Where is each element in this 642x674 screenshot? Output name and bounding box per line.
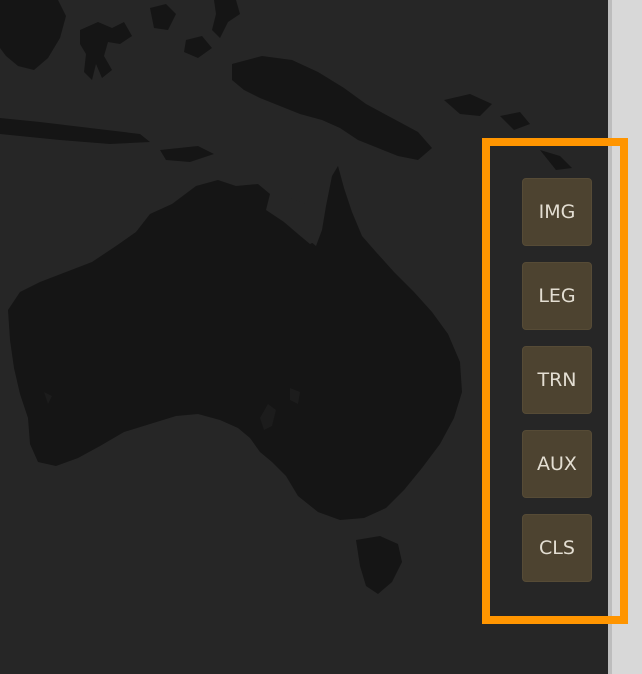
- landmass-tasmania: [356, 536, 402, 594]
- gulf-of-carpentaria: [272, 198, 318, 244]
- landmass-sulawesi: [80, 22, 132, 80]
- layer-toolbar: IMG LEG TRN AUX CLS: [522, 178, 592, 582]
- img-button[interactable]: IMG: [522, 178, 592, 246]
- aux-button[interactable]: AUX: [522, 430, 592, 498]
- landmass-moluccas: [150, 4, 212, 58]
- landmass-borneo: [0, 0, 66, 70]
- landmass-solomons: [540, 150, 572, 170]
- landmass-new-britain: [444, 94, 530, 130]
- toolbar-highlight-frame: [482, 138, 628, 624]
- map-canvas[interactable]: [0, 0, 608, 674]
- landmass-timor: [0, 118, 150, 144]
- leg-button[interactable]: LEG: [522, 262, 592, 330]
- landmass-australia: [8, 166, 462, 520]
- landmass-timor-east: [160, 146, 214, 162]
- landmass-halmahera: [212, 0, 240, 38]
- trn-button[interactable]: TRN: [522, 346, 592, 414]
- map-svg: [0, 0, 572, 594]
- cls-button[interactable]: CLS: [522, 514, 592, 582]
- rail-edge: [608, 0, 612, 674]
- landmass-new-guinea: [232, 56, 432, 160]
